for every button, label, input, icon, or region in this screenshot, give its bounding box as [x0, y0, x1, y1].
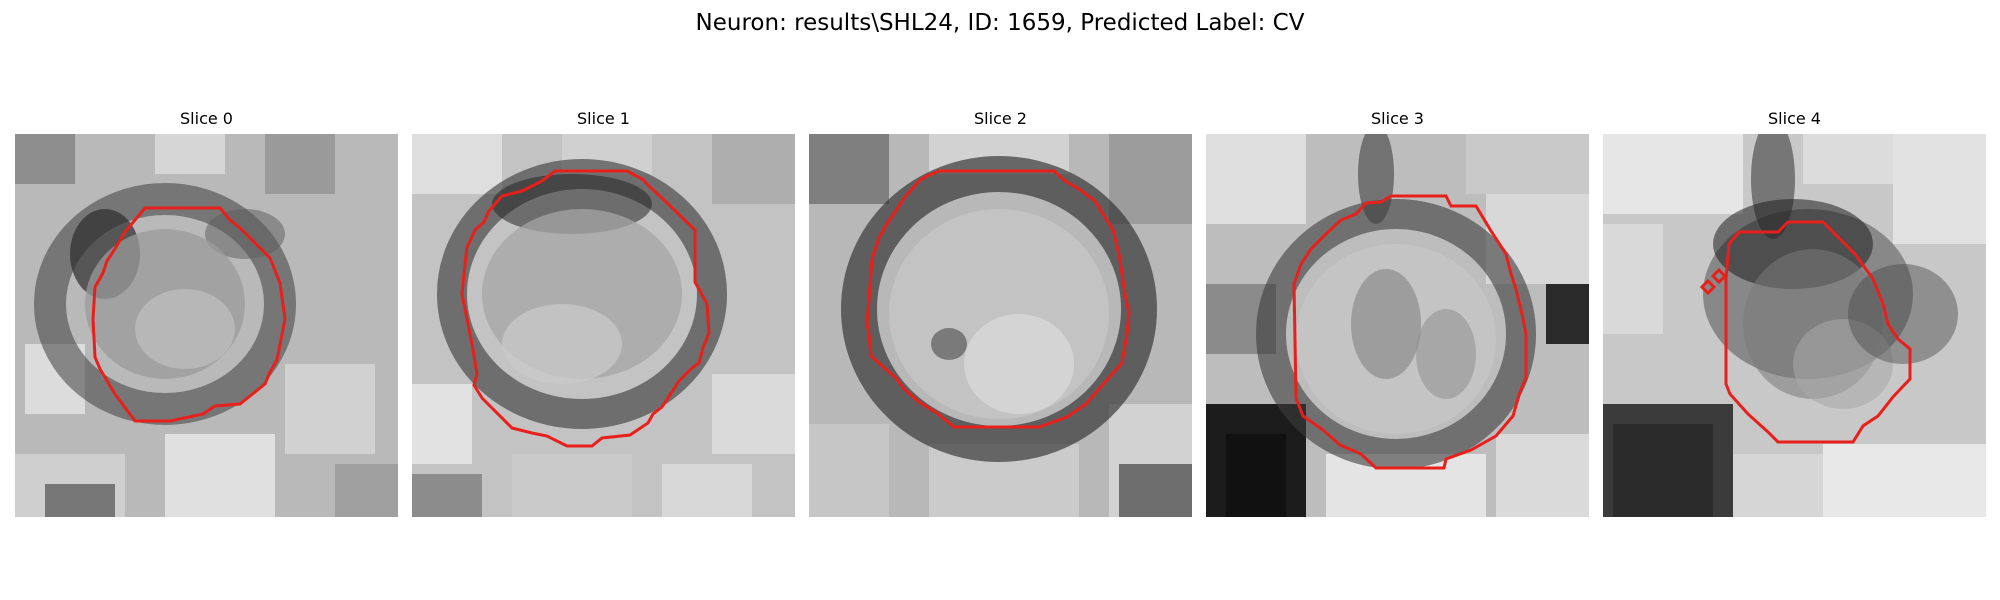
texture [412, 134, 795, 517]
texture [15, 134, 398, 517]
contour-marker [1710, 267, 1728, 285]
slice-title: Slice 1 [577, 109, 630, 128]
slice-image [15, 134, 398, 517]
contour-line [865, 169, 1131, 429]
contour-marker [1699, 278, 1717, 296]
slice-image [1603, 134, 1986, 517]
slice-image [809, 134, 1192, 517]
slice-title: Slice 2 [974, 109, 1027, 128]
slice-title: Slice 3 [1371, 109, 1424, 128]
figure-title: Neuron: results\SHL24, ID: 1659, Predict… [695, 10, 1305, 36]
contour-line [1724, 220, 1912, 444]
contour-line [91, 206, 287, 423]
texture [1603, 134, 1986, 517]
contour-line [1292, 194, 1528, 470]
slice-image [1206, 134, 1589, 517]
texture [1206, 134, 1589, 517]
slice-title: Slice 0 [180, 109, 233, 128]
contour-line [460, 169, 711, 448]
slice-image [412, 134, 795, 517]
slice-title: Slice 4 [1768, 109, 1821, 128]
